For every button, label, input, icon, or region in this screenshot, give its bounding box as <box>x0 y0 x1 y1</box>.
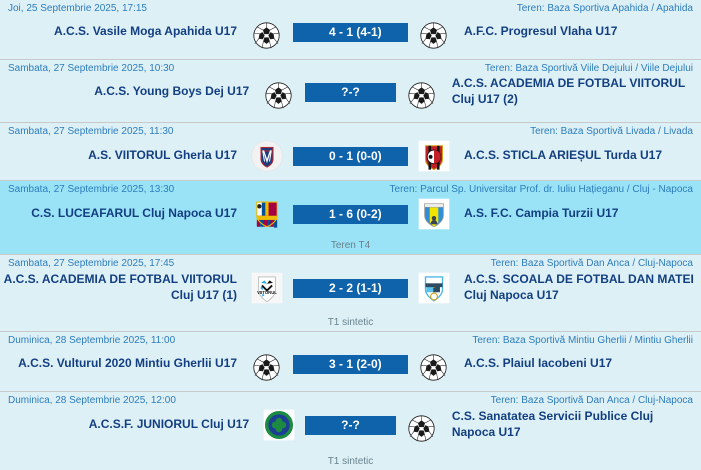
svg-text:VIITORUL: VIITORUL <box>257 290 277 295</box>
